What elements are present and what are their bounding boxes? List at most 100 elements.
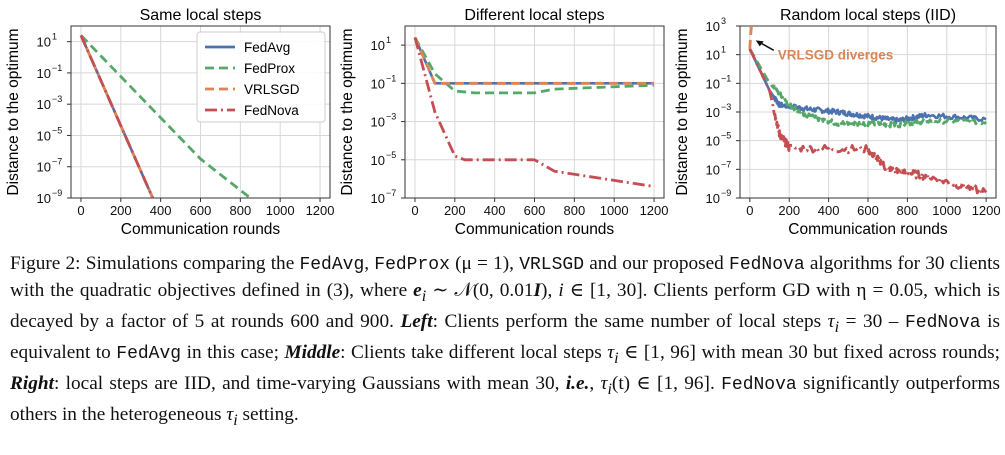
caption-mu: (μ = 1), — [449, 253, 520, 274]
y-tick-exponent: −1 — [386, 73, 396, 83]
series-fednova — [79, 34, 154, 198]
y-tick-label: 10 — [37, 66, 51, 81]
series-vrlsgd — [413, 36, 654, 85]
caption-tau: τ — [827, 311, 835, 333]
y-tick-label: 10 — [37, 97, 51, 112]
x-tick-label: 0 — [77, 203, 84, 218]
x-tick-label: 1000 — [932, 203, 961, 218]
x-tick-label: 800 — [563, 203, 585, 218]
caption-tau-3: τ — [600, 373, 608, 395]
series-fedprox — [413, 36, 655, 95]
panel-title: Different local steps — [464, 7, 604, 24]
series-vrlsgd — [748, 26, 753, 49]
caption-this-case: this case; — [207, 342, 285, 364]
caption-normal: ∼ 𝒩(0, 0.01 — [426, 280, 534, 302]
series-group — [748, 26, 988, 197]
caption-middle-label: Middle — [284, 342, 341, 364]
caption-in: ∈ — [563, 280, 584, 302]
y-tick-exponent: −3 — [52, 94, 62, 104]
y-tick-label: 10 — [37, 191, 51, 206]
caption-fednova: FedNova — [729, 255, 805, 275]
caption-tau-sub-4: i — [233, 412, 238, 430]
x-tick-label: 200 — [778, 203, 800, 218]
y-tick-exponent: −9 — [721, 188, 731, 198]
x-tick-label: 1200 — [306, 203, 335, 218]
annotation-arrowhead — [755, 40, 764, 47]
caption-in-2: in — [181, 342, 202, 364]
x-tick-label: 1200 — [640, 203, 669, 218]
y-tick-label: 10 — [706, 191, 720, 206]
legend-label-fedavg: FedAvg — [244, 40, 290, 55]
y-axis-label: Distance to the optimum — [339, 28, 356, 195]
series-fedavg — [748, 48, 987, 124]
caption-comma: , — [589, 373, 601, 395]
y-tick-exponent: 1 — [386, 35, 391, 45]
legend-label-fedprox: FedProx — [244, 61, 295, 76]
caption-and-ours: and our proposed — [584, 253, 730, 274]
y-tick-label: 10 — [37, 160, 51, 175]
panel-random-local-steps: Random local steps (IID) 0 200 400 600 800 100… — [674, 7, 1001, 238]
caption-left-tail: is equivalent to — [10, 311, 1001, 364]
caption-fednova-3: FedNova — [721, 375, 797, 396]
caption-e: e — [413, 280, 422, 302]
figure-caption: Figure 2: Simulations comparing the FedA… — [10, 251, 1000, 434]
caption-sub-i: i — [421, 288, 427, 306]
y-tick-label: 10 — [37, 128, 51, 143]
legend-label-fednova: FedNova — [244, 103, 299, 118]
panel-different-local-steps: Different local steps 0 200 400 600 800 1000 12… — [339, 7, 668, 238]
caption-fednova-2: FedNova — [904, 313, 981, 334]
caption-sep: , — [364, 253, 375, 274]
y-tick-exponent: 3 — [721, 16, 726, 26]
caption-tau-2: τ — [607, 342, 615, 364]
y-tick-exponent: −7 — [721, 159, 731, 169]
caption-identity: I — [533, 280, 542, 302]
x-tick-label: 400 — [818, 203, 840, 218]
series-group — [413, 36, 655, 188]
caption-line2: algorithms for 30 clients with the quadr… — [10, 253, 1001, 302]
legend-label-vrlsgd: VRLSGD — [244, 82, 300, 97]
caption-line8: significantly outperforms others in the … — [10, 373, 1001, 426]
y-tick-label: 10 — [706, 76, 720, 91]
y-tick-exponent: −5 — [721, 131, 731, 141]
caption-ie: i.e. — [565, 373, 590, 395]
y-tick-exponent: −9 — [52, 188, 62, 198]
caption-middle-text: : Clients take different local steps — [340, 342, 608, 364]
caption-fedavg: FedAvg — [299, 255, 365, 275]
caption-right-text: : local steps are IID, and time-varying … — [53, 373, 566, 395]
annotation-vrlsgd-diverges: VRLSGD diverges — [778, 47, 894, 62]
y-tick-exponent: −7 — [386, 188, 396, 198]
caption-tau-sub-3: i — [607, 381, 612, 399]
x-tick-label: 0 — [746, 203, 753, 218]
caption-tau-t: (t) ∈ [1, 96]. — [611, 373, 722, 395]
y-tick-exponent: −5 — [386, 150, 396, 160]
y-axis-label: Distance to the optimum — [674, 28, 691, 195]
caption-middle-range: ∈ [1, 96] with mean 30 but fixed across … — [618, 342, 1000, 364]
y-tick-label: 10 — [371, 38, 385, 53]
series-fedprox — [748, 48, 988, 129]
y-tick-label: 10 — [706, 162, 720, 177]
x-axis-label: Communication rounds — [455, 221, 615, 238]
caption-line8-end: setting. — [237, 404, 299, 426]
y-axis-label: Distance to the optimum — [5, 28, 22, 195]
legend-box — [196, 31, 326, 123]
y-tick-label: 10 — [706, 48, 720, 63]
caption-line3: [1, 30]. Clients perform GD with η = 0.0… — [10, 280, 1001, 333]
x-tick-label: 800 — [229, 203, 251, 218]
series-fedprox — [79, 34, 252, 198]
x-tick-label: 0 — [411, 203, 418, 218]
y-tick-label: 10 — [371, 191, 385, 206]
x-tick-label: 200 — [444, 203, 466, 218]
y-tick-exponent: 1 — [52, 32, 57, 42]
caption-i: i — [558, 280, 564, 302]
x-tick-label: 600 — [857, 203, 879, 218]
caption-left-text: : Clients perform the same number of loc… — [432, 311, 828, 333]
x-tick-label: 400 — [484, 203, 506, 218]
series-fednova — [748, 48, 988, 197]
x-tick-label: 600 — [524, 203, 546, 218]
y-tick-exponent: −1 — [721, 73, 731, 83]
caption-eq30: = 30 – — [839, 311, 905, 333]
y-tick-label: 10 — [371, 115, 385, 130]
caption-vrlsgd: VRLSGD — [519, 255, 585, 275]
